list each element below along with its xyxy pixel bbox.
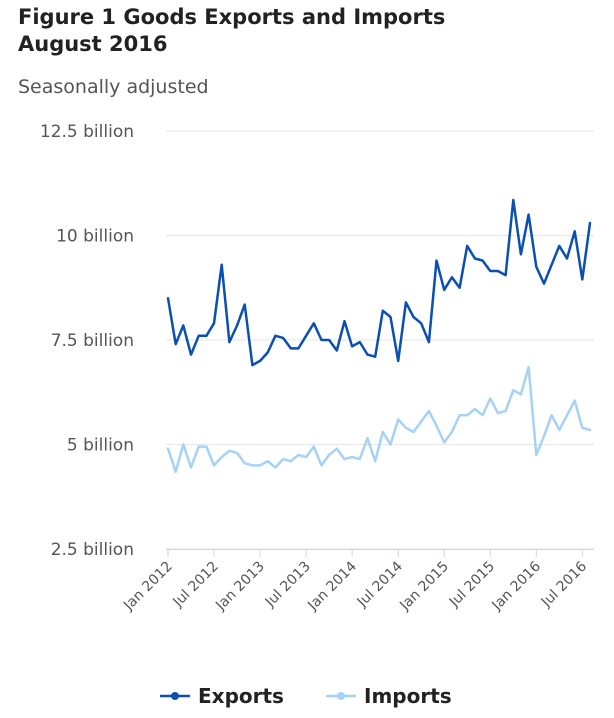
legend-label: Exports [198,684,284,708]
chart-title: Figure 1 Goods Exports and Imports Augus… [18,5,446,56]
x-tick-label: Jan 2013 [212,559,268,615]
series-line-imports [166,365,592,473]
x-tick-label: Jan 2014 [304,558,360,614]
y-tick-label: 10 billion [56,227,134,247]
series-lines [166,198,592,473]
y-tick-label: 2.5 billion [51,540,134,560]
legend-marker [171,692,179,700]
x-tick-label: Jan 2015 [396,559,452,615]
x-tick-label: Jan 2012 [120,559,176,615]
y-tick-label: 7.5 billion [51,331,134,351]
legend-item-imports: Imports [326,684,452,708]
series-line-exports [166,198,592,367]
x-tick-label: Jul 2016 [538,558,590,610]
legend-item-exports: Exports [160,684,284,708]
legend-marker [337,692,345,700]
x-axis [166,549,594,557]
y-tick-label: 5 billion [67,436,134,456]
y-tick-label: 12.5 billion [40,122,134,142]
y-axis-labels: 12.5 billion 10 billion 7.5 billion 5 billi… [40,122,134,560]
x-tick-label: Jan 2016 [488,558,544,614]
chart-subtitle: Seasonally adjusted [18,76,209,98]
legend: Exports Imports [160,684,452,708]
legend-label: Imports [364,684,452,708]
